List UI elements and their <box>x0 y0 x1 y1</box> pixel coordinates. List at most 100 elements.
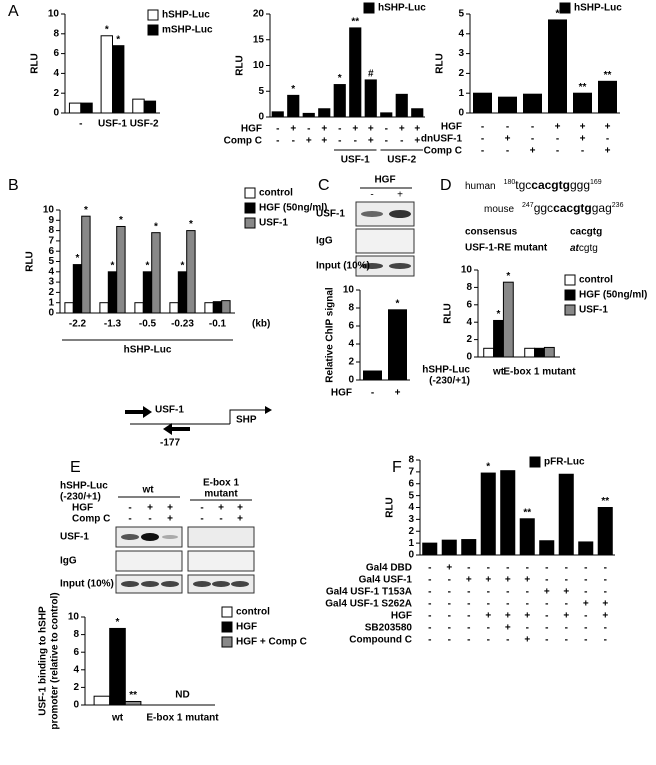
condition-value: - <box>584 587 587 598</box>
bar <box>498 96 517 114</box>
y-axis-title: RLU <box>443 303 454 324</box>
legend-label: pFR-Luc <box>544 457 585 468</box>
y-axis-title: promoter (relative to control) <box>50 592 61 729</box>
condition-value: + <box>505 623 511 634</box>
significance-label: * <box>506 271 510 282</box>
group-label: USF-1 <box>341 155 370 166</box>
bar <box>271 111 284 118</box>
condition-value: - <box>556 134 559 145</box>
bar <box>99 302 109 314</box>
condition-value: - <box>584 635 587 646</box>
y-tick-label: 4 <box>466 317 472 328</box>
bar <box>473 92 492 114</box>
significance-label: * <box>76 253 80 264</box>
condition-value: - <box>545 635 548 646</box>
construct-label: hSHP-Luc <box>60 481 108 492</box>
y-tick-label: 8 <box>466 282 472 293</box>
y-tick-label: 7 <box>408 467 414 478</box>
y-tick-label: 8 <box>408 455 414 466</box>
gel-row-label: USF-1 <box>316 209 345 220</box>
y-tick-label: 6 <box>466 299 472 310</box>
condition-value: - <box>487 635 490 646</box>
band <box>389 210 411 218</box>
y-axis-title: RLU <box>25 251 36 272</box>
condition-value: + <box>583 599 589 610</box>
legend-swatch <box>147 24 159 36</box>
condition-value: - <box>200 514 203 525</box>
condition-value: - <box>545 611 548 622</box>
condition-value: - <box>487 563 490 574</box>
bar <box>333 84 346 118</box>
condition-value: - <box>200 503 203 514</box>
condition-value: - <box>581 146 584 157</box>
bar <box>364 79 377 118</box>
condition-value: + <box>524 575 530 586</box>
legend-label: USF-1 <box>579 305 608 316</box>
condition-label: HGF <box>391 611 412 622</box>
bar <box>287 94 300 118</box>
significance-label: ** <box>129 690 137 701</box>
y-tick-label: 4 <box>348 339 354 350</box>
y-tick-label: 0 <box>466 352 472 363</box>
legend-swatch <box>564 304 576 316</box>
condition-value: + <box>321 136 327 147</box>
y-tick-label: 2 <box>458 68 464 79</box>
condition-value: - <box>276 136 279 147</box>
bar <box>411 108 424 118</box>
condition-value: - <box>428 599 431 610</box>
seq: tgc <box>515 178 531 192</box>
condition-value: - <box>584 575 587 586</box>
panel-label: B <box>8 177 19 194</box>
condition-value: - <box>487 599 490 610</box>
bar <box>107 271 118 314</box>
y-tick-label: 8 <box>53 28 59 39</box>
y-tick-label: 3 <box>458 48 464 59</box>
condition-value: - <box>604 623 607 634</box>
condition-value: - <box>487 623 490 634</box>
condition-value: - <box>276 124 279 135</box>
condition-label: Compound C <box>349 635 412 646</box>
seq-end: 169 <box>590 179 602 186</box>
seq: cgtg <box>579 243 598 254</box>
significance-label: * <box>116 34 120 45</box>
bar <box>349 27 362 118</box>
condition-label: HGF <box>72 503 93 514</box>
y-tick-label: 0 <box>408 550 414 561</box>
x-tick-label: E-box 1 mutant <box>146 713 219 724</box>
condition-value: - <box>481 146 484 157</box>
bar <box>523 93 542 114</box>
condition-value: + <box>605 122 611 133</box>
y-tick-label: 0 <box>258 112 264 123</box>
bar <box>134 302 144 314</box>
condition-value: - <box>565 635 568 646</box>
bar <box>598 80 617 114</box>
y-tick-label: 15 <box>253 34 265 45</box>
condition-value: + <box>530 146 536 157</box>
bar <box>143 100 157 114</box>
bar <box>81 215 91 314</box>
condition-value: + <box>414 124 420 135</box>
bar <box>124 700 142 706</box>
condition-value: - <box>545 563 548 574</box>
condition-label: Gal4 USF-1 T153A <box>326 587 412 598</box>
condition-value: - <box>467 611 470 622</box>
condition-value: - <box>448 623 451 634</box>
condition-value: + <box>602 599 608 610</box>
condition-label: Gal4 DBD <box>366 563 412 574</box>
condition-value: - <box>506 563 509 574</box>
condition-value: + <box>555 122 561 133</box>
y-tick-label: 0 <box>73 700 79 711</box>
condition-value: - <box>128 514 131 525</box>
bar <box>483 347 495 358</box>
condition-value: - <box>506 599 509 610</box>
y-tick-label: 2 <box>348 357 354 368</box>
significance-label: ** <box>351 17 359 28</box>
bar <box>524 347 536 358</box>
bar <box>142 271 153 314</box>
y-tick-label: 10 <box>43 205 55 216</box>
y-tick-label: 3 <box>48 277 54 288</box>
condition-value: - <box>428 563 431 574</box>
y-tick-label: 4 <box>53 68 59 79</box>
significance-label: * <box>105 24 109 35</box>
condition-value: - <box>565 575 568 586</box>
